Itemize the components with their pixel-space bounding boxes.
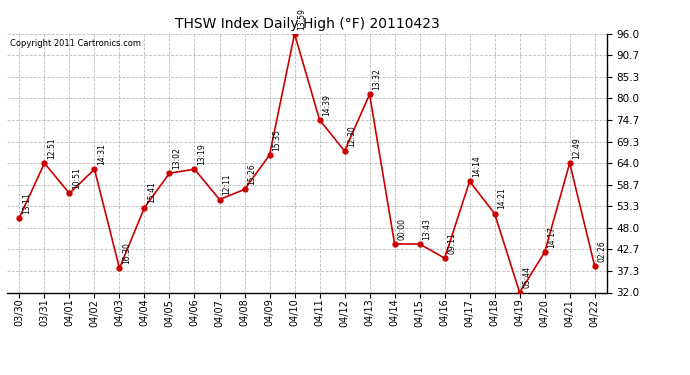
Text: 13:32: 13:32 [372, 69, 381, 90]
Text: Copyright 2011 Cartronics.com: Copyright 2011 Cartronics.com [10, 39, 141, 48]
Text: 15:35: 15:35 [272, 129, 281, 151]
Text: 00:00: 00:00 [397, 218, 406, 240]
Text: 02:26: 02:26 [597, 240, 606, 262]
Text: 09:11: 09:11 [447, 232, 456, 254]
Text: 15:26: 15:26 [247, 164, 256, 185]
Text: 14:21: 14:21 [497, 188, 506, 210]
Text: 16:30: 16:30 [122, 242, 131, 264]
Text: 13:19: 13:19 [197, 143, 206, 165]
Text: 14:17: 14:17 [547, 226, 556, 248]
Text: 12:11: 12:11 [222, 174, 231, 195]
Text: 12:51: 12:51 [47, 137, 56, 159]
Text: 13:11: 13:11 [22, 192, 31, 213]
Text: 14:31: 14:31 [97, 143, 106, 165]
Text: 12:49: 12:49 [572, 137, 581, 159]
Text: 05:44: 05:44 [522, 266, 531, 288]
Text: 13:43: 13:43 [422, 218, 431, 240]
Text: 10:51: 10:51 [72, 168, 81, 189]
Text: 12:30: 12:30 [347, 125, 356, 147]
Text: 14:39: 14:39 [322, 94, 331, 116]
Text: 14:14: 14:14 [472, 155, 481, 177]
Text: 13:59: 13:59 [297, 8, 306, 30]
Text: 15:41: 15:41 [147, 182, 156, 203]
Text: 13:02: 13:02 [172, 147, 181, 169]
Title: THSW Index Daily High (°F) 20110423: THSW Index Daily High (°F) 20110423 [175, 17, 440, 31]
